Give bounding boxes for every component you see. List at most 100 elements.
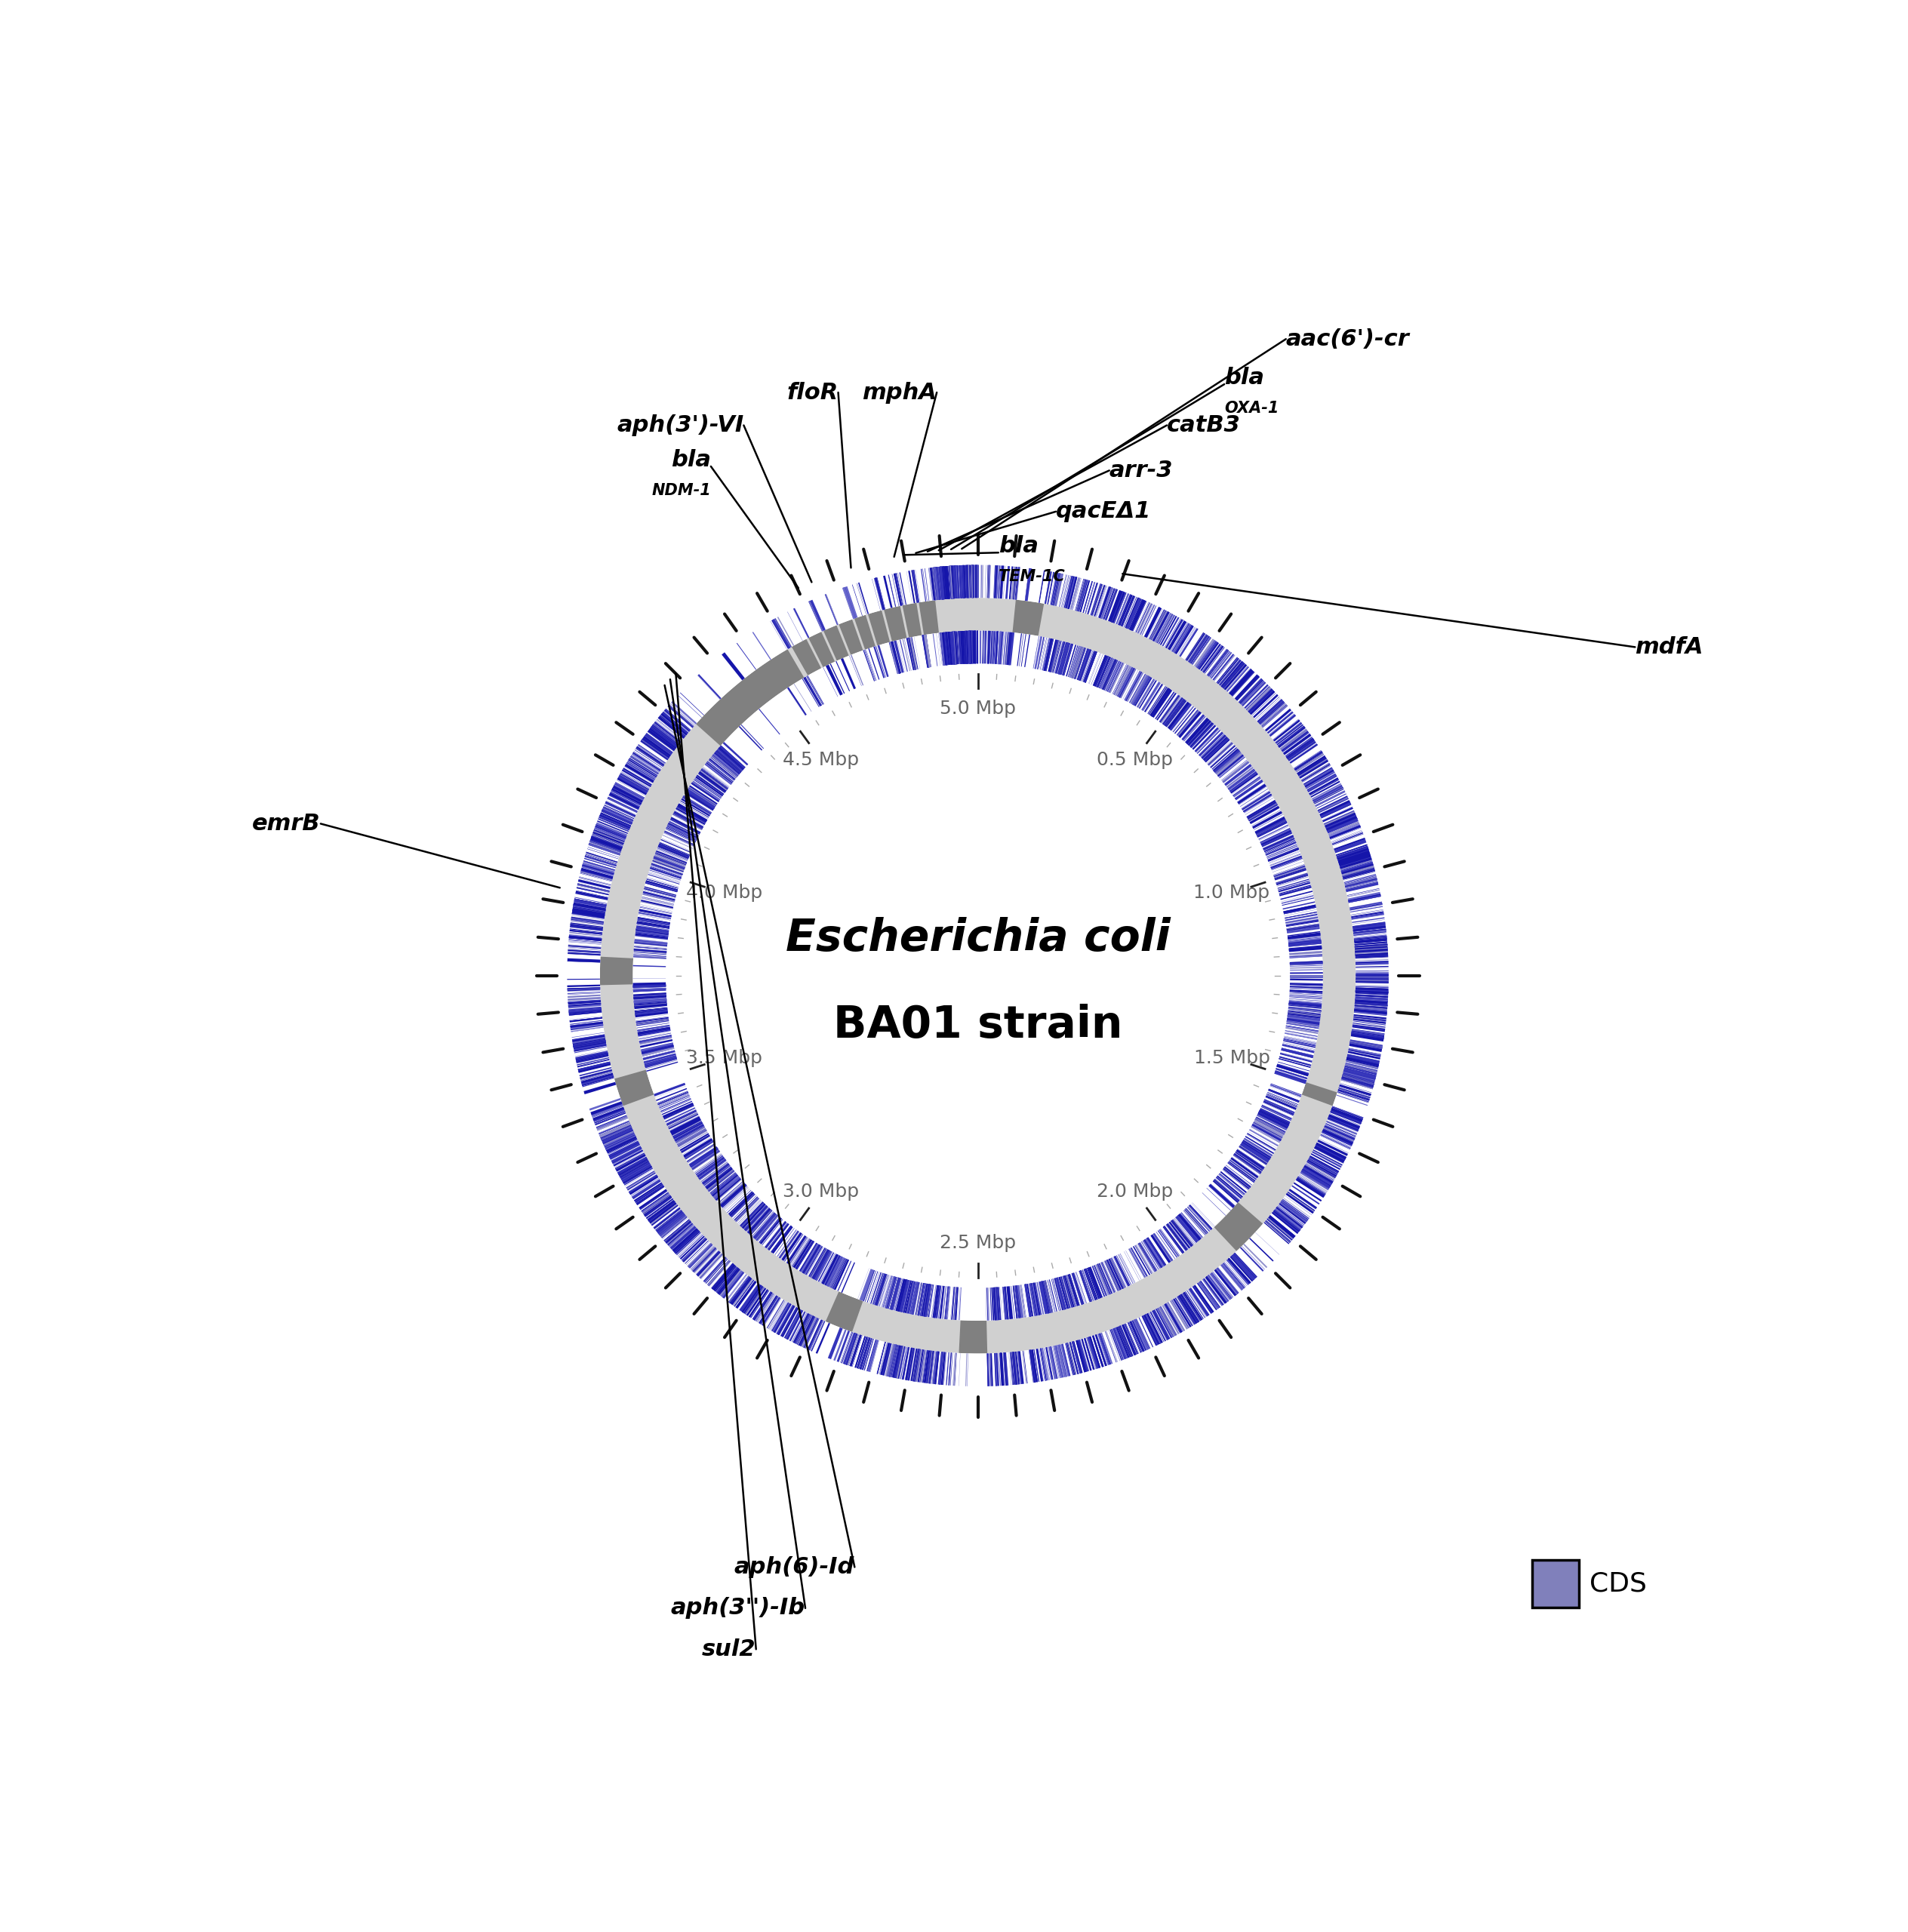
Polygon shape [1311,781,1339,798]
Polygon shape [792,639,820,676]
Polygon shape [1257,699,1282,721]
Polygon shape [1093,583,1103,616]
Polygon shape [1282,734,1311,753]
Polygon shape [614,1153,645,1171]
Polygon shape [1255,1117,1286,1134]
Polygon shape [1320,1134,1351,1148]
Polygon shape [939,566,943,599]
Polygon shape [1288,927,1320,933]
Polygon shape [941,632,944,665]
Polygon shape [1030,1350,1034,1383]
Polygon shape [998,632,1002,665]
Polygon shape [660,1097,691,1109]
Polygon shape [939,566,946,599]
Polygon shape [1130,599,1145,630]
Polygon shape [742,1285,761,1312]
Polygon shape [1152,1310,1170,1339]
Polygon shape [649,873,679,883]
Polygon shape [1135,603,1151,632]
Polygon shape [633,1182,662,1202]
Polygon shape [1204,647,1225,674]
Polygon shape [1101,659,1118,690]
Polygon shape [704,767,729,786]
Polygon shape [1280,887,1311,896]
Polygon shape [944,632,948,665]
Polygon shape [1109,1260,1124,1289]
Polygon shape [1057,1345,1065,1378]
Polygon shape [1233,672,1255,696]
Polygon shape [672,817,700,833]
Polygon shape [1095,1335,1107,1366]
Polygon shape [1311,1153,1339,1171]
Polygon shape [1196,639,1215,668]
Polygon shape [611,1144,639,1159]
Polygon shape [1133,1320,1149,1350]
Polygon shape [1172,624,1189,651]
Polygon shape [933,634,937,667]
Polygon shape [922,636,929,668]
Polygon shape [1084,1339,1093,1370]
Polygon shape [616,1153,645,1169]
Polygon shape [1341,867,1374,877]
Polygon shape [586,852,618,862]
Polygon shape [1200,643,1221,670]
Polygon shape [674,1229,698,1254]
Polygon shape [897,1347,904,1379]
Polygon shape [580,1066,611,1076]
Polygon shape [1341,864,1374,873]
Polygon shape [1347,891,1379,896]
Polygon shape [1322,808,1353,821]
Polygon shape [1351,904,1381,910]
Polygon shape [1040,1281,1049,1314]
Polygon shape [712,1173,736,1194]
Polygon shape [1034,1349,1040,1381]
Polygon shape [788,1236,807,1264]
Polygon shape [891,641,901,674]
Polygon shape [922,1350,927,1383]
Polygon shape [570,923,603,929]
Polygon shape [1355,1005,1387,1010]
Polygon shape [1107,661,1120,692]
Polygon shape [902,1281,912,1312]
Polygon shape [1047,1281,1053,1312]
Polygon shape [1181,1294,1198,1323]
Polygon shape [1233,1254,1255,1279]
Polygon shape [1175,624,1192,653]
Polygon shape [757,1294,777,1323]
Polygon shape [777,1229,798,1256]
Polygon shape [653,1208,679,1229]
Polygon shape [609,1142,639,1155]
Polygon shape [1223,663,1246,690]
Polygon shape [748,1289,767,1318]
Text: emrB: emrB [252,813,321,835]
Polygon shape [1315,788,1343,804]
Polygon shape [700,1254,723,1279]
Polygon shape [746,1289,765,1316]
Polygon shape [809,1320,822,1350]
Polygon shape [1318,1140,1347,1155]
Polygon shape [1322,1132,1351,1146]
Polygon shape [654,856,685,867]
Polygon shape [1185,719,1210,746]
Polygon shape [950,632,954,665]
Polygon shape [1160,1306,1175,1335]
Polygon shape [677,804,708,821]
Polygon shape [668,1113,698,1128]
Polygon shape [944,632,948,665]
Polygon shape [614,782,643,800]
Polygon shape [572,1041,605,1047]
Polygon shape [1286,1028,1318,1032]
Polygon shape [633,993,666,995]
Polygon shape [1120,668,1135,697]
Polygon shape [641,740,670,759]
Polygon shape [1137,1244,1154,1273]
Polygon shape [1091,1335,1103,1368]
Polygon shape [1210,746,1234,767]
Polygon shape [612,788,641,804]
Polygon shape [1088,582,1097,614]
Polygon shape [1044,638,1051,670]
Polygon shape [1328,1119,1358,1132]
Polygon shape [1351,1032,1383,1037]
Polygon shape [952,632,956,665]
Polygon shape [633,997,666,1001]
